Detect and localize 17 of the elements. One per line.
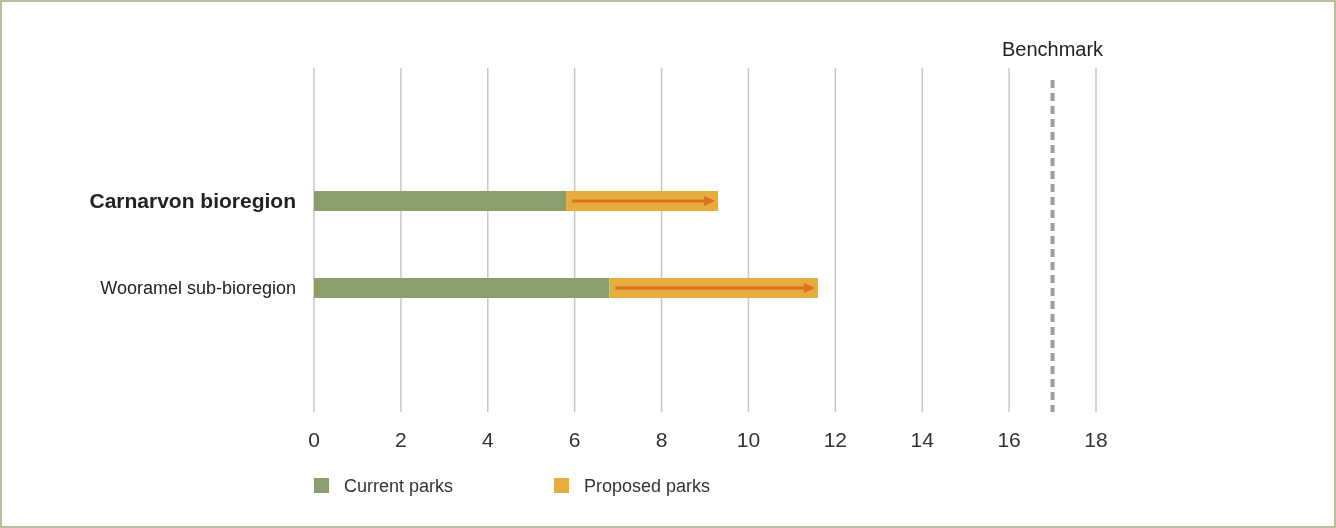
x-tick-label: 16 xyxy=(997,428,1021,451)
x-tick-label: 2 xyxy=(395,428,407,451)
legend-label: Current parks xyxy=(344,476,454,497)
x-tick-label: 12 xyxy=(823,428,848,451)
y-tick-label: Carnarvon bioregion xyxy=(89,189,296,213)
y-tick-label: Wooramel sub-bioregion xyxy=(100,278,296,299)
x-tick-label: 14 xyxy=(910,428,935,451)
x-tick-label: 0 xyxy=(308,428,320,451)
x-tick-label: 4 xyxy=(481,428,494,451)
x-tick-label: 18 xyxy=(1084,428,1108,451)
bar xyxy=(314,191,566,212)
bar xyxy=(314,278,610,299)
x-tick-label: 6 xyxy=(568,428,581,451)
ref-line-label: Benchmark xyxy=(1001,38,1105,60)
legend-label: Proposed parks xyxy=(584,476,711,497)
x-tick-label: 10 xyxy=(736,428,761,451)
x-tick-label: 8 xyxy=(655,428,668,451)
